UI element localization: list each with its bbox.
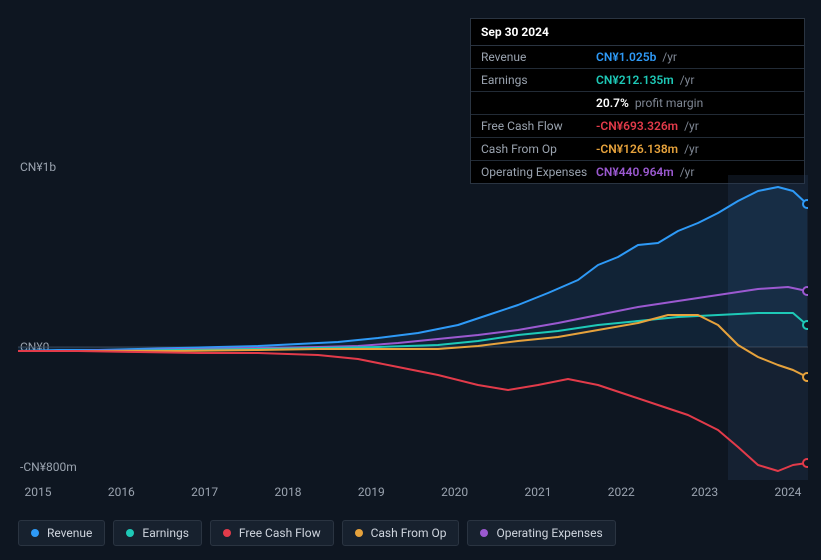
x-axis-label: 2020 <box>435 485 475 501</box>
tooltip-row-value: -CN¥693.326m <box>596 119 678 133</box>
tooltip-row-unit: /yr <box>681 142 699 156</box>
data-tooltip: Sep 30 2024 RevenueCN¥1.025b /yrEarnings… <box>470 18 805 184</box>
tooltip-row-label: Earnings <box>481 73 596 87</box>
tooltip-row: Cash From Op-CN¥126.138m /yr <box>471 138 804 161</box>
legend-dot-icon <box>355 529 363 537</box>
legend-dot-icon <box>126 529 134 537</box>
tooltip-row: 20.7% profit margin <box>471 92 804 115</box>
legend-label: Revenue <box>47 526 92 540</box>
tooltip-row-value-wrap: CN¥1.025b /yr <box>596 50 677 64</box>
tooltip-row-unit: /yr <box>681 119 699 133</box>
legend-label: Free Cash Flow <box>239 526 321 540</box>
x-axis: 2015 2016 2017 2018 2019 2020 2021 2022 2023 2024 <box>18 485 808 501</box>
legend-dot-icon <box>223 529 231 537</box>
tooltip-row: RevenueCN¥1.025b /yr <box>471 46 804 69</box>
tooltip-row: EarningsCN¥212.135m /yr <box>471 69 804 92</box>
tooltip-row-value-wrap: -CN¥126.138m /yr <box>596 142 699 156</box>
x-axis-label: 2024 <box>768 485 808 501</box>
tooltip-date: Sep 30 2024 <box>471 19 804 46</box>
legend-label: Operating Expenses <box>496 526 602 540</box>
tooltip-row-value-wrap: 20.7% profit margin <box>596 96 703 110</box>
legend: Revenue Earnings Free Cash Flow Cash From O… <box>18 520 616 546</box>
x-axis-label: 2019 <box>351 485 391 501</box>
x-axis-label: 2022 <box>601 485 641 501</box>
legend-item[interactable]: Revenue <box>18 520 105 546</box>
legend-item[interactable]: Free Cash Flow <box>210 520 334 546</box>
x-axis-label: 2021 <box>518 485 558 501</box>
tooltip-row-unit: profit margin <box>632 96 703 110</box>
chart-area <box>18 175 808 480</box>
y-axis-label: CN¥1b <box>20 160 56 174</box>
tooltip-row-unit: /yr <box>659 50 677 64</box>
legend-dot-icon <box>480 529 488 537</box>
x-axis-label: 2023 <box>685 485 725 501</box>
tooltip-row-unit: /yr <box>677 73 695 87</box>
tooltip-row-label: Revenue <box>481 50 596 64</box>
legend-item[interactable]: Earnings <box>113 520 202 546</box>
legend-item[interactable]: Cash From Op <box>342 520 460 546</box>
tooltip-row-label <box>481 96 596 110</box>
legend-label: Earnings <box>142 526 189 540</box>
tooltip-row-value-wrap: -CN¥693.326m /yr <box>596 119 699 133</box>
x-axis-label: 2015 <box>18 485 58 501</box>
legend-dot-icon <box>31 529 39 537</box>
tooltip-row-value: CN¥1.025b <box>596 50 656 64</box>
legend-item[interactable]: Operating Expenses <box>467 520 615 546</box>
x-axis-label: 2017 <box>185 485 225 501</box>
tooltip-row-value: CN¥212.135m <box>596 73 674 87</box>
x-axis-label: 2018 <box>268 485 308 501</box>
x-axis-label: 2016 <box>101 485 141 501</box>
legend-label: Cash From Op <box>371 526 447 540</box>
tooltip-row-label: Cash From Op <box>481 142 596 156</box>
tooltip-row-value-wrap: CN¥212.135m /yr <box>596 73 694 87</box>
tooltip-row-value: 20.7% <box>596 96 629 110</box>
tooltip-row-label: Free Cash Flow <box>481 119 596 133</box>
tooltip-row: Free Cash Flow-CN¥693.326m /yr <box>471 115 804 138</box>
tooltip-row-value: -CN¥126.138m <box>596 142 678 156</box>
